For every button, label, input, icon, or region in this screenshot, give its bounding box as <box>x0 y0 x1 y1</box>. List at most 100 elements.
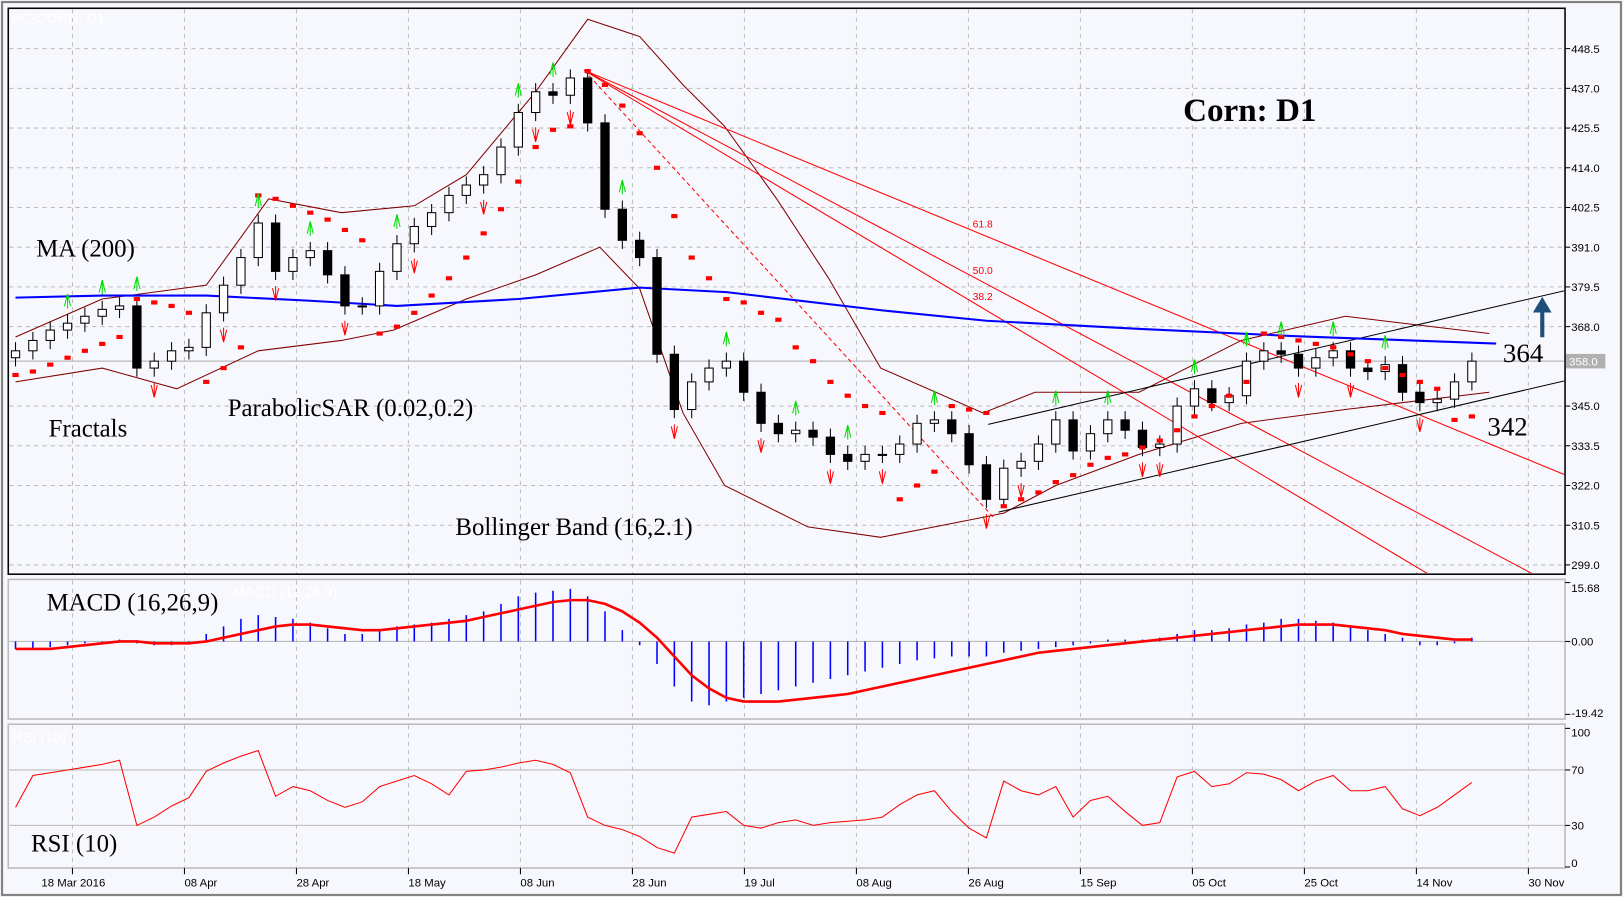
fib-fan-line <box>583 69 1428 574</box>
sar-dot <box>289 203 297 208</box>
sar-dot <box>983 410 990 416</box>
ma-label: MA (200) <box>36 236 135 263</box>
sar-dot <box>619 103 626 108</box>
x-tick-label: 15 Sep <box>1080 878 1116 890</box>
fractal-up-icon <box>618 179 626 195</box>
price-tick-label: 322.0 <box>1571 481 1599 493</box>
candle-bearish <box>669 353 680 411</box>
sar-dot <box>393 324 401 329</box>
forecast-arrow-icon <box>1532 296 1552 338</box>
candle-bullish <box>357 305 367 308</box>
candle-bullish <box>912 422 922 445</box>
fractal-down-icon <box>150 382 158 398</box>
sar-dot <box>913 483 921 488</box>
sar-dot <box>532 144 539 150</box>
x-tick-label: 08 Aug <box>856 878 891 890</box>
candle-bullish <box>999 467 1009 500</box>
sar-dot <box>1312 341 1319 346</box>
sar-dot <box>1243 379 1250 384</box>
sar-dot <box>411 310 418 315</box>
candle-bullish <box>461 184 471 196</box>
x-tick-label: 18 Mar 2016 <box>41 878 105 890</box>
resistance-level-label: 364 <box>1503 338 1544 368</box>
candle-bullish <box>791 429 801 435</box>
price-plot: 61.8 50.0 38.2 <box>9 18 1565 574</box>
sar-dot <box>324 217 331 222</box>
candle-bearish <box>617 208 627 241</box>
rsi-line <box>15 749 1473 854</box>
fractal-up-icon <box>844 424 852 440</box>
macd-panel <box>7 578 1566 720</box>
candle-bullish <box>97 308 107 317</box>
x-tick-label: 18 May <box>408 878 446 890</box>
candle-bullish <box>218 284 229 314</box>
price-tick-label: 414.0 <box>1571 163 1599 175</box>
candle-bullish <box>392 243 402 272</box>
sar-dot <box>1347 352 1354 357</box>
candle-bullish <box>149 360 159 369</box>
sar-dot <box>965 407 973 412</box>
fractal-up-icon <box>1329 321 1337 336</box>
candle-bearish <box>1120 419 1130 431</box>
bollinger-lower-band <box>15 246 1490 538</box>
price-tick-label: 368.0 <box>1571 322 1599 334</box>
sar-label: ParabolicSAR (0.02,0.2) <box>228 395 474 422</box>
sar-dot <box>307 210 314 215</box>
channel-upper-line <box>988 290 1565 425</box>
sar-dot <box>497 207 505 212</box>
fractal-down-icon <box>410 258 418 274</box>
macd-tick-label: 15.68 <box>1571 583 1599 595</box>
candle-bullish <box>478 174 489 186</box>
price-tick-label: 402.5 <box>1571 203 1599 215</box>
sar-dot <box>1208 403 1215 409</box>
sar-dot <box>601 82 609 87</box>
candle-bearish <box>600 122 610 210</box>
candle-bullish <box>1449 381 1460 400</box>
candle-bullish <box>253 222 263 259</box>
macd-signal-line <box>15 598 1472 703</box>
price-tick-label: 310.5 <box>1571 520 1599 532</box>
price-tick-label: 437.0 <box>1571 83 1599 95</box>
fib-level-label: 38.2 <box>973 292 993 303</box>
sar-dot <box>636 131 643 136</box>
candle-bearish <box>1068 419 1078 452</box>
candle-bearish <box>340 274 350 307</box>
fib-fan-line <box>583 69 1533 574</box>
x-tick-label: 08 Apr <box>184 878 217 890</box>
candle-bullish <box>184 346 194 352</box>
x-tick-label: 19 Jul <box>744 878 774 890</box>
candle-bullish <box>28 339 38 352</box>
symbol-label: #C-CORN, D1 <box>12 11 104 27</box>
candle-bullish <box>45 329 55 341</box>
fractal-down-icon <box>271 286 280 301</box>
sar-dot <box>1382 366 1389 371</box>
sar-dot <box>1399 372 1406 378</box>
fractal-down-icon <box>1017 483 1025 498</box>
candle-bearish <box>773 422 784 435</box>
fractal-up-icon <box>1052 390 1060 406</box>
x-tick-label: 28 Jun <box>632 878 666 890</box>
candle-bullish <box>444 194 454 214</box>
candle-bullish <box>704 367 714 383</box>
rsi-plot <box>9 749 1565 854</box>
sar-dot <box>896 497 903 502</box>
candle-bearish <box>1415 391 1425 404</box>
sar-dot <box>445 276 453 281</box>
sar-dot <box>428 293 435 298</box>
bollinger-label: Bollinger Band (16,2.1) <box>455 514 692 541</box>
candle-bearish <box>756 391 766 424</box>
sar-dot <box>1364 359 1371 364</box>
candle-bearish <box>1345 350 1356 369</box>
candle-bullish <box>1103 419 1113 435</box>
ma200-line <box>15 286 1497 345</box>
price-tick-label: 379.5 <box>1571 282 1599 294</box>
sar-dot <box>1278 334 1285 340</box>
sar-dot <box>12 372 19 378</box>
candle-bearish <box>270 222 281 272</box>
sar-dot <box>1156 438 1163 443</box>
fractal-down-icon <box>1138 462 1147 477</box>
candle-bullish <box>565 77 575 96</box>
fractal-down-icon <box>1346 382 1355 398</box>
fractal-up-icon <box>514 83 522 98</box>
